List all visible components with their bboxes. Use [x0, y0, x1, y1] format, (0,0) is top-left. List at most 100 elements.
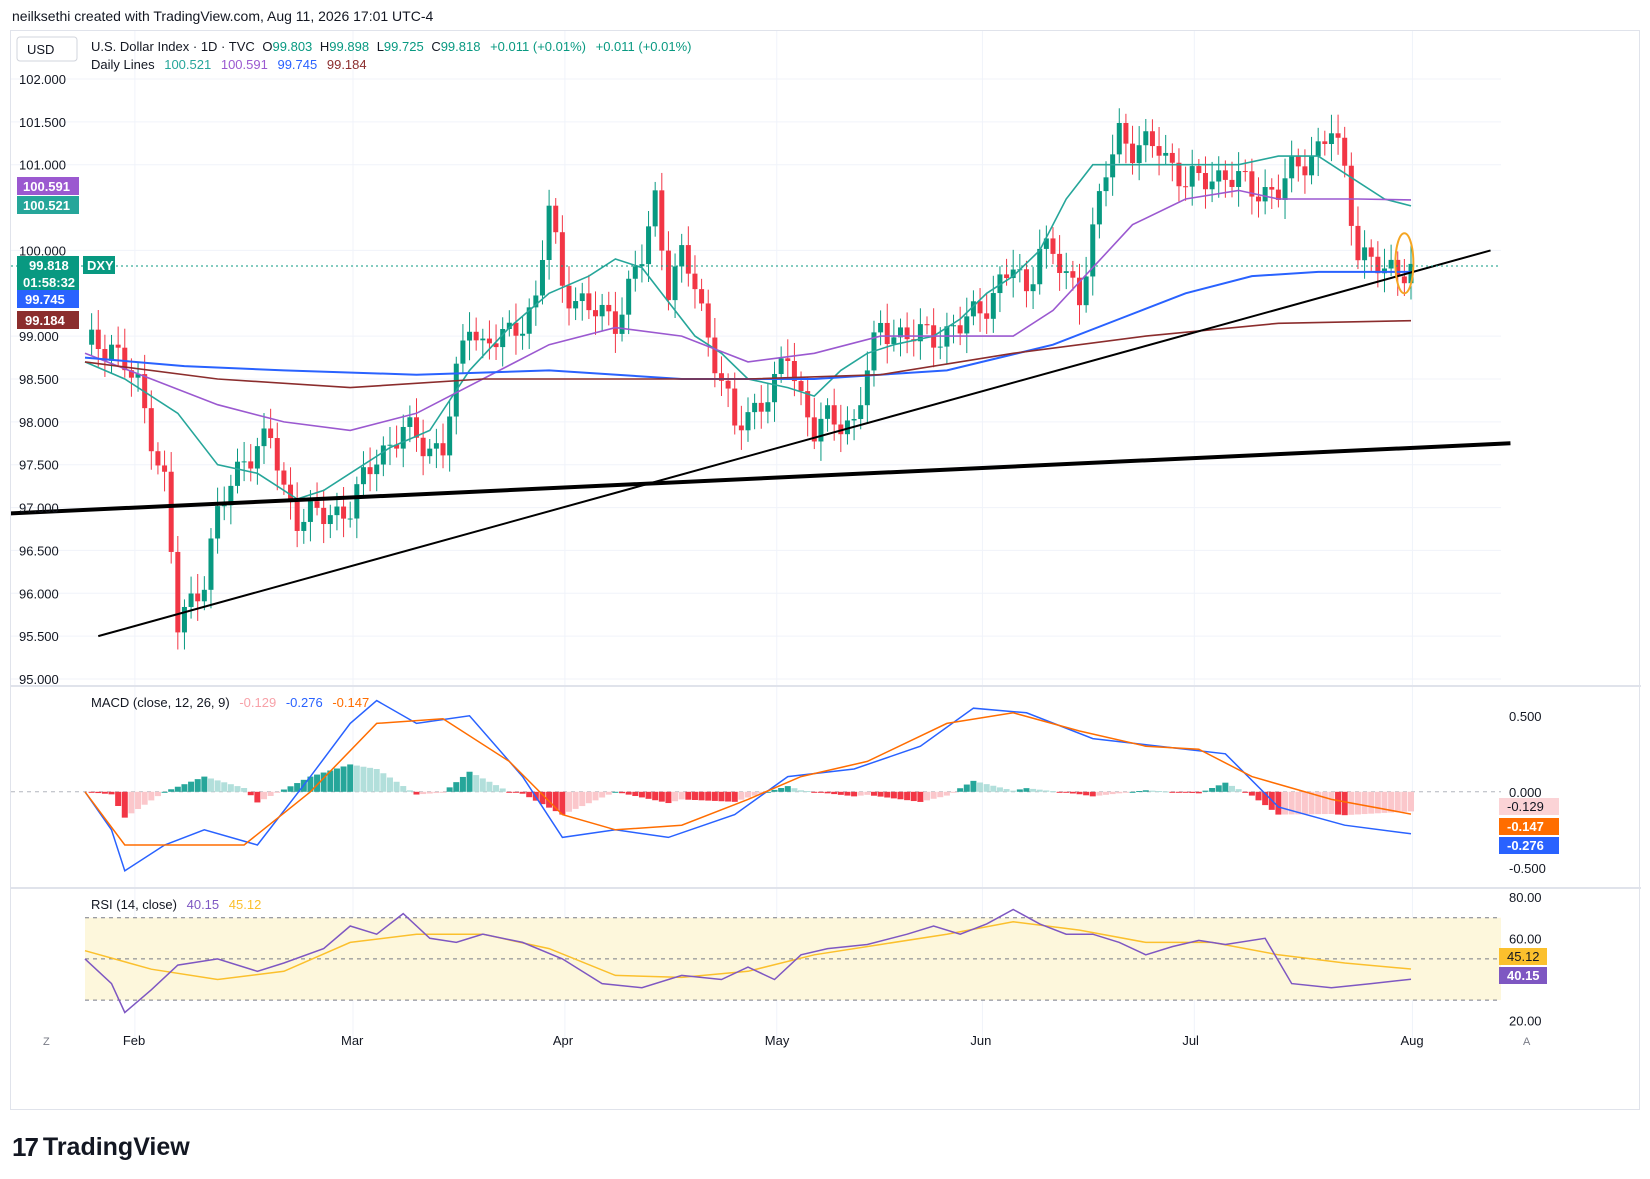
candle-body: [374, 464, 380, 475]
macd-histogram-bar: [625, 791, 632, 795]
candle-body: [632, 266, 638, 279]
macd-histogram-bar: [864, 791, 871, 795]
rsi-value: 40.15: [187, 897, 220, 912]
rsi-tick-label: 20.00: [1509, 1014, 1542, 1029]
candle-body: [884, 322, 890, 345]
price-tick-label: 101.500: [19, 115, 66, 130]
macd-histogram-bar: [340, 766, 347, 792]
candle-body: [646, 226, 652, 265]
scale-mode-right-button[interactable]: A: [1523, 1036, 1531, 1048]
candle-body: [400, 426, 406, 449]
candle-body: [347, 518, 353, 520]
currency-selector[interactable]: USD: [16, 36, 78, 62]
candle-body: [195, 593, 201, 602]
candle-body: [745, 412, 751, 431]
candle-body: [1362, 247, 1368, 261]
candle-body: [228, 485, 234, 506]
candle-body: [181, 606, 187, 633]
macd-histogram-bar: [320, 772, 327, 792]
price-tick-label: 101.000: [19, 158, 66, 173]
badge-macd-hist: -0.129: [1507, 799, 1544, 814]
macd-histogram-bar: [1308, 791, 1315, 815]
macd-histogram-bar: [194, 779, 201, 792]
candle-body: [1050, 238, 1056, 254]
candle-body: [831, 405, 837, 425]
macd-histogram-bar: [287, 786, 294, 792]
macd-histogram-bar: [698, 791, 705, 801]
candle-body: [467, 331, 473, 341]
price-pane: [11, 108, 1511, 650]
macd-histogram-bar: [1162, 791, 1169, 793]
candle-body: [1381, 268, 1387, 274]
candle-body: [281, 470, 287, 485]
chart-area[interactable]: 102.000 101.500 101.000 100.000 99.000 98.500…: [10, 30, 1641, 1111]
macd-histogram-bar: [314, 774, 321, 792]
macd-legend[interactable]: MACD (close, 12, 26, 9) -0.129 -0.276 -0…: [91, 695, 369, 710]
macd-histogram-bar: [128, 791, 135, 814]
macd-histogram-bar: [1195, 791, 1202, 794]
macd-histogram-bar: [824, 791, 831, 794]
macd-histogram-bar: [917, 791, 924, 802]
candle-body: [1163, 152, 1169, 156]
candle-body: [188, 593, 194, 607]
macd-histogram-bar: [851, 791, 858, 797]
macd-histogram-bar: [758, 791, 765, 794]
ma20-line: [84, 189, 1412, 432]
ma-legend[interactable]: Daily Lines 100.521 100.591 99.745 99.18…: [91, 57, 367, 72]
time-tick-label: Mar: [341, 1033, 364, 1048]
macd-histogram-bar: [373, 769, 380, 792]
candle-body: [427, 448, 433, 457]
candle-body: [1348, 165, 1354, 226]
tradingview-logo-text: TradingView: [42, 1132, 190, 1161]
candle-body: [95, 329, 101, 350]
candle-body: [261, 428, 267, 447]
macd-histogram-bar: [870, 791, 877, 796]
candle-body: [990, 293, 996, 319]
macd-histogram-bar: [552, 791, 559, 812]
candle-body: [1123, 122, 1129, 144]
macd-histogram-bar: [844, 791, 851, 796]
macd-histogram-bar: [88, 791, 95, 793]
macd-histogram-bar: [791, 788, 798, 792]
scale-mode-left-button[interactable]: Z: [43, 1036, 50, 1048]
candle-body: [1275, 189, 1281, 200]
open-value: 99.803: [273, 39, 313, 54]
candle-body: [997, 274, 1003, 294]
candle-body: [1355, 225, 1361, 261]
candle-body: [937, 346, 943, 348]
candle-body: [1189, 166, 1195, 187]
chart-canvas[interactable]: 102.000 101.500 101.000 100.000 99.000 98.500…: [11, 31, 1641, 1111]
candle-body: [1328, 133, 1334, 145]
candle-body: [341, 506, 347, 519]
macd-histogram-bar: [592, 791, 599, 801]
macd-histogram-bar: [168, 789, 175, 792]
candle-body: [1130, 143, 1136, 164]
candle-body: [1408, 263, 1414, 284]
macd-hist-value: -0.129: [239, 695, 276, 710]
candle-body: [957, 325, 963, 334]
candle-body: [493, 343, 499, 348]
time-tick-label: Apr: [553, 1033, 574, 1048]
candle-body: [1096, 191, 1102, 225]
candle-body: [115, 344, 121, 348]
close-value: 99.818: [441, 39, 481, 54]
macd-tick-label: 0.000: [1509, 785, 1542, 800]
price-tick-label: 97.000: [19, 501, 59, 516]
macd-histogram-bar: [459, 776, 466, 792]
macd-histogram-bar: [1341, 791, 1348, 816]
macd-histogram-bar: [539, 791, 546, 805]
rsi-legend[interactable]: RSI (14, close) 40.15 45.12: [91, 897, 261, 912]
macd-histogram-bar: [1361, 791, 1368, 815]
macd-histogram-bar: [1116, 791, 1123, 794]
symbol-legend[interactable]: U.S. Dollar Index · 1D · TVC O99.803 H99…: [91, 39, 692, 54]
candle-body: [354, 484, 360, 519]
macd-histogram-bar: [745, 791, 751, 798]
rsi-legend-label: RSI (14, close): [91, 897, 177, 912]
time-tick-label: Jun: [970, 1033, 991, 1048]
badge-last: 99.818: [29, 258, 69, 273]
macd-histogram-bar: [632, 791, 639, 797]
time-tick-label: Feb: [123, 1033, 145, 1048]
macd-histogram-bar: [174, 786, 181, 792]
candle-body: [248, 461, 254, 469]
macd-histogram-bar: [1023, 788, 1030, 792]
